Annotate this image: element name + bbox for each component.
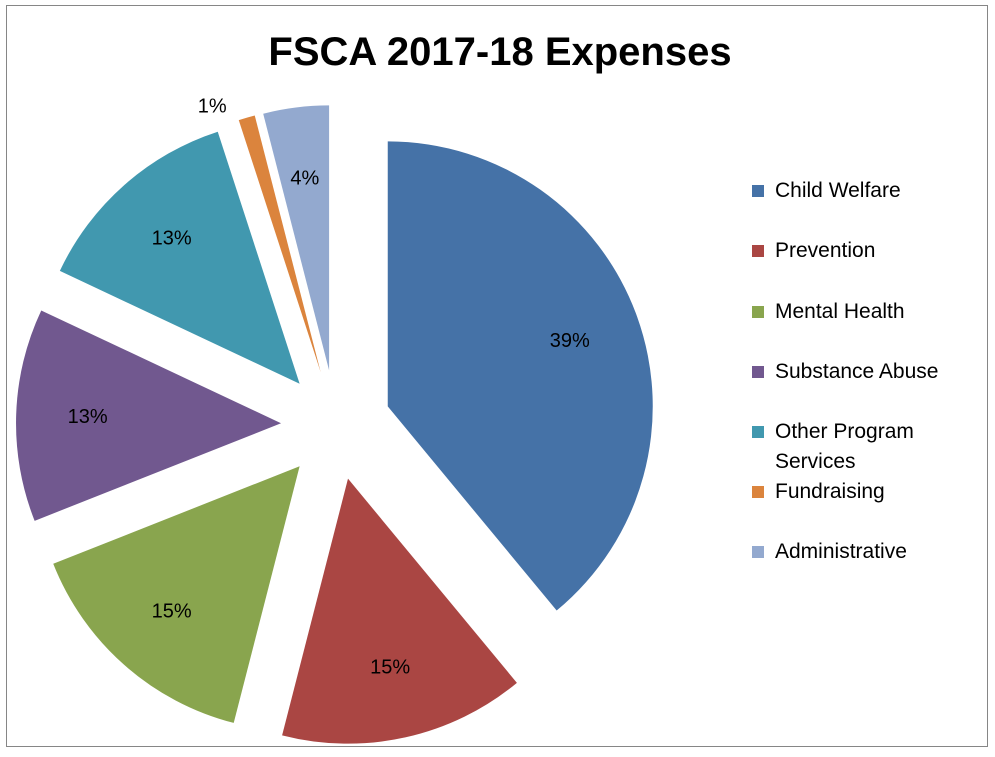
legend-label: Prevention	[775, 239, 876, 262]
legend-swatch	[752, 185, 764, 197]
data-label-other-program-services: 13%	[152, 228, 192, 250]
pie-data-labels: 39% 15% 15% 13% 13% 1% 4%	[68, 95, 590, 678]
data-label-fundraising: 1%	[198, 95, 227, 117]
legend-label: Substance Abuse	[775, 360, 939, 383]
data-label-child-welfare: 39%	[550, 330, 590, 352]
legend-swatch	[752, 306, 764, 318]
legend-label: Fundraising	[775, 480, 885, 503]
legend-label: Mental Health	[775, 300, 905, 323]
legend-swatch	[752, 486, 764, 498]
data-label-administrative: 4%	[290, 168, 319, 190]
legend-label: Other Program Services	[775, 420, 914, 473]
data-label-mental-health: 15%	[152, 600, 192, 622]
pie-slice-child-welfare	[387, 141, 653, 611]
pie-slice-substance-abuse	[16, 310, 282, 521]
legend-label: Child Welfare	[775, 179, 901, 202]
pie-slice-administrative	[263, 105, 330, 371]
legend-label: Administrative	[775, 540, 907, 563]
pie-slices	[16, 105, 653, 744]
legend-swatch	[752, 426, 764, 438]
legend-swatch	[752, 366, 764, 378]
legend-swatch	[752, 546, 764, 558]
pie-slice-mental-health	[53, 466, 300, 723]
data-label-prevention: 15%	[370, 656, 410, 678]
pie-slice-prevention	[282, 478, 517, 744]
pie-slice-other-program-services	[59, 131, 300, 384]
data-label-substance-abuse: 13%	[68, 406, 108, 428]
pie-slice-fundraising	[238, 115, 321, 373]
chart-title: FSCA 2017-18 Expenses	[268, 30, 732, 74]
legend-swatch	[752, 245, 764, 257]
